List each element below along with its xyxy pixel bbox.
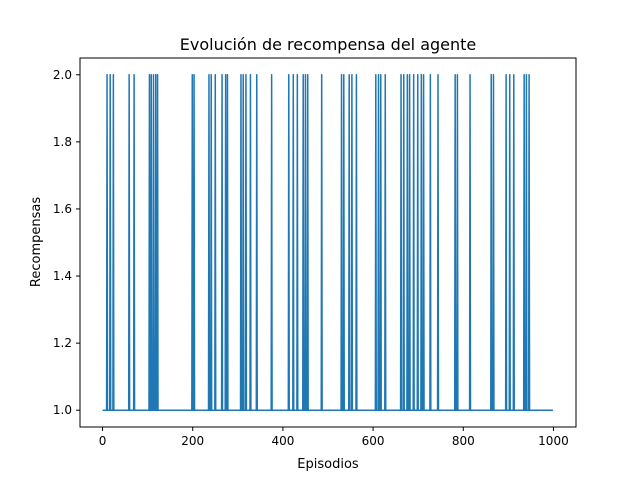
- y-tick-label: 1.2: [53, 336, 72, 350]
- y-tick-label: 1.8: [53, 135, 72, 149]
- chart-title: Evolución de recompensa del agente: [180, 35, 477, 54]
- y-tick-label: 1.4: [53, 269, 72, 283]
- x-tick-label: 400: [271, 434, 294, 448]
- x-axis-label: Episodios: [297, 457, 359, 472]
- y-tick-label: 1.6: [53, 202, 72, 216]
- y-tick-label: 2.0: [53, 68, 72, 82]
- x-tick-label: 800: [452, 434, 475, 448]
- reward-series-line: [102, 74, 554, 411]
- x-axis: 0 200 400 600 800 1000: [99, 427, 569, 448]
- y-tick-label: 1.0: [53, 403, 72, 417]
- axes-frame: [79, 57, 577, 428]
- x-tick-label: 600: [362, 434, 385, 448]
- plot-area: [102, 74, 554, 411]
- y-axis: 1.0 1.2 1.4 1.6 1.8 2.0: [53, 68, 80, 417]
- x-tick-label: 0: [99, 434, 107, 448]
- y-axis-label: Recompensas: [29, 197, 44, 287]
- x-tick-label: 1000: [538, 434, 569, 448]
- x-tick-label: 200: [181, 434, 204, 448]
